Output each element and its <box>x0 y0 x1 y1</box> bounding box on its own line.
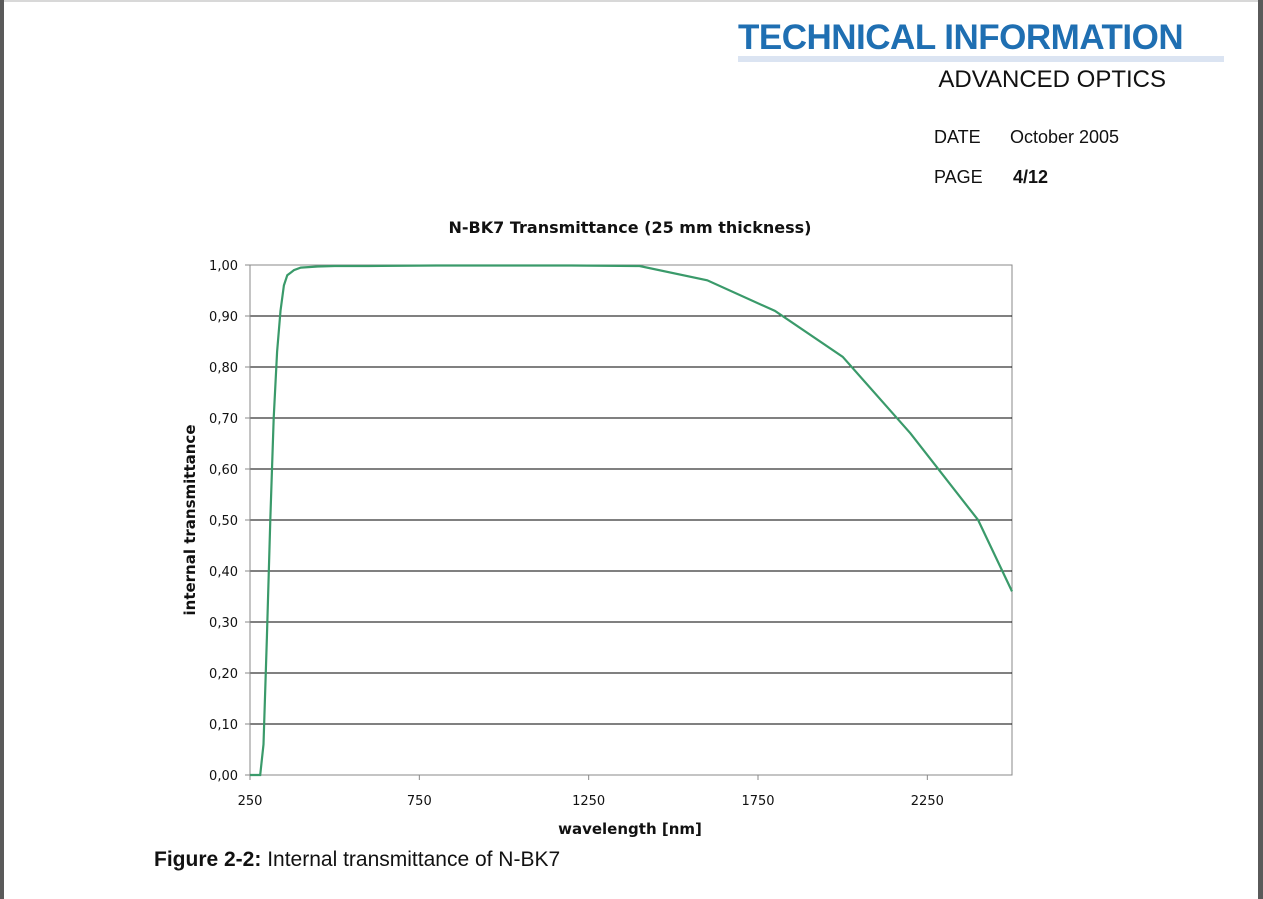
figure-caption-label: Figure 2-2: <box>154 848 262 871</box>
x-tick-label: 1750 <box>741 794 774 809</box>
figure-caption-text: Internal transmittance of N-BK7 <box>261 848 561 871</box>
y-tick-label: 0,40 <box>209 565 238 580</box>
y-tick-label: 0,30 <box>209 616 238 631</box>
window-left-edge <box>0 0 4 899</box>
page-label: PAGE <box>934 167 983 187</box>
date-value: October 2005 <box>1010 127 1120 147</box>
figure-caption: Figure 2-2: Internal transmittance of N-… <box>154 848 560 872</box>
x-tick-label: 250 <box>238 794 263 809</box>
window-right-edge <box>1258 0 1263 899</box>
chart-title: N-BK7 Transmittance (25 mm thickness) <box>449 218 812 237</box>
y-tick-label: 1,00 <box>209 259 238 274</box>
y-tick-label: 0,80 <box>209 361 238 376</box>
brand-underline <box>738 56 1224 62</box>
x-tick-label: 1250 <box>572 794 605 809</box>
y-axis-ticks: 0,00 0,10 0,20 0,30 0,40 0,50 0,60 0,70 0,80 0,90… <box>209 259 250 784</box>
x-axis-ticks: 250 750 1250 1750 2250 <box>238 775 944 809</box>
y-tick-label: 0,20 <box>209 667 238 682</box>
x-axis-label: wavelength [nm] <box>558 820 702 838</box>
y-tick-label: 0,10 <box>209 718 238 733</box>
y-tick-label: 0,50 <box>209 514 238 529</box>
brand-title: TECHNICAL INFORMATION <box>738 18 1184 57</box>
x-tick-label: 750 <box>407 794 432 809</box>
brand-subtitle: ADVANCED OPTICS <box>938 66 1166 93</box>
y-axis-label: internal transmittance <box>181 424 199 615</box>
series-line <box>250 264 1013 777</box>
y-tick-label: 0,90 <box>209 310 238 325</box>
y-tick-label: 0,60 <box>209 463 238 478</box>
x-tick-label: 2250 <box>911 794 944 809</box>
page-number: 4/12 <box>1013 167 1049 187</box>
grid-lines <box>250 315 1012 725</box>
page-top-edge <box>0 0 1263 2</box>
date-label: DATE <box>934 127 981 147</box>
y-tick-label: 0,00 <box>209 769 238 784</box>
y-tick-label: 0,70 <box>209 412 238 427</box>
